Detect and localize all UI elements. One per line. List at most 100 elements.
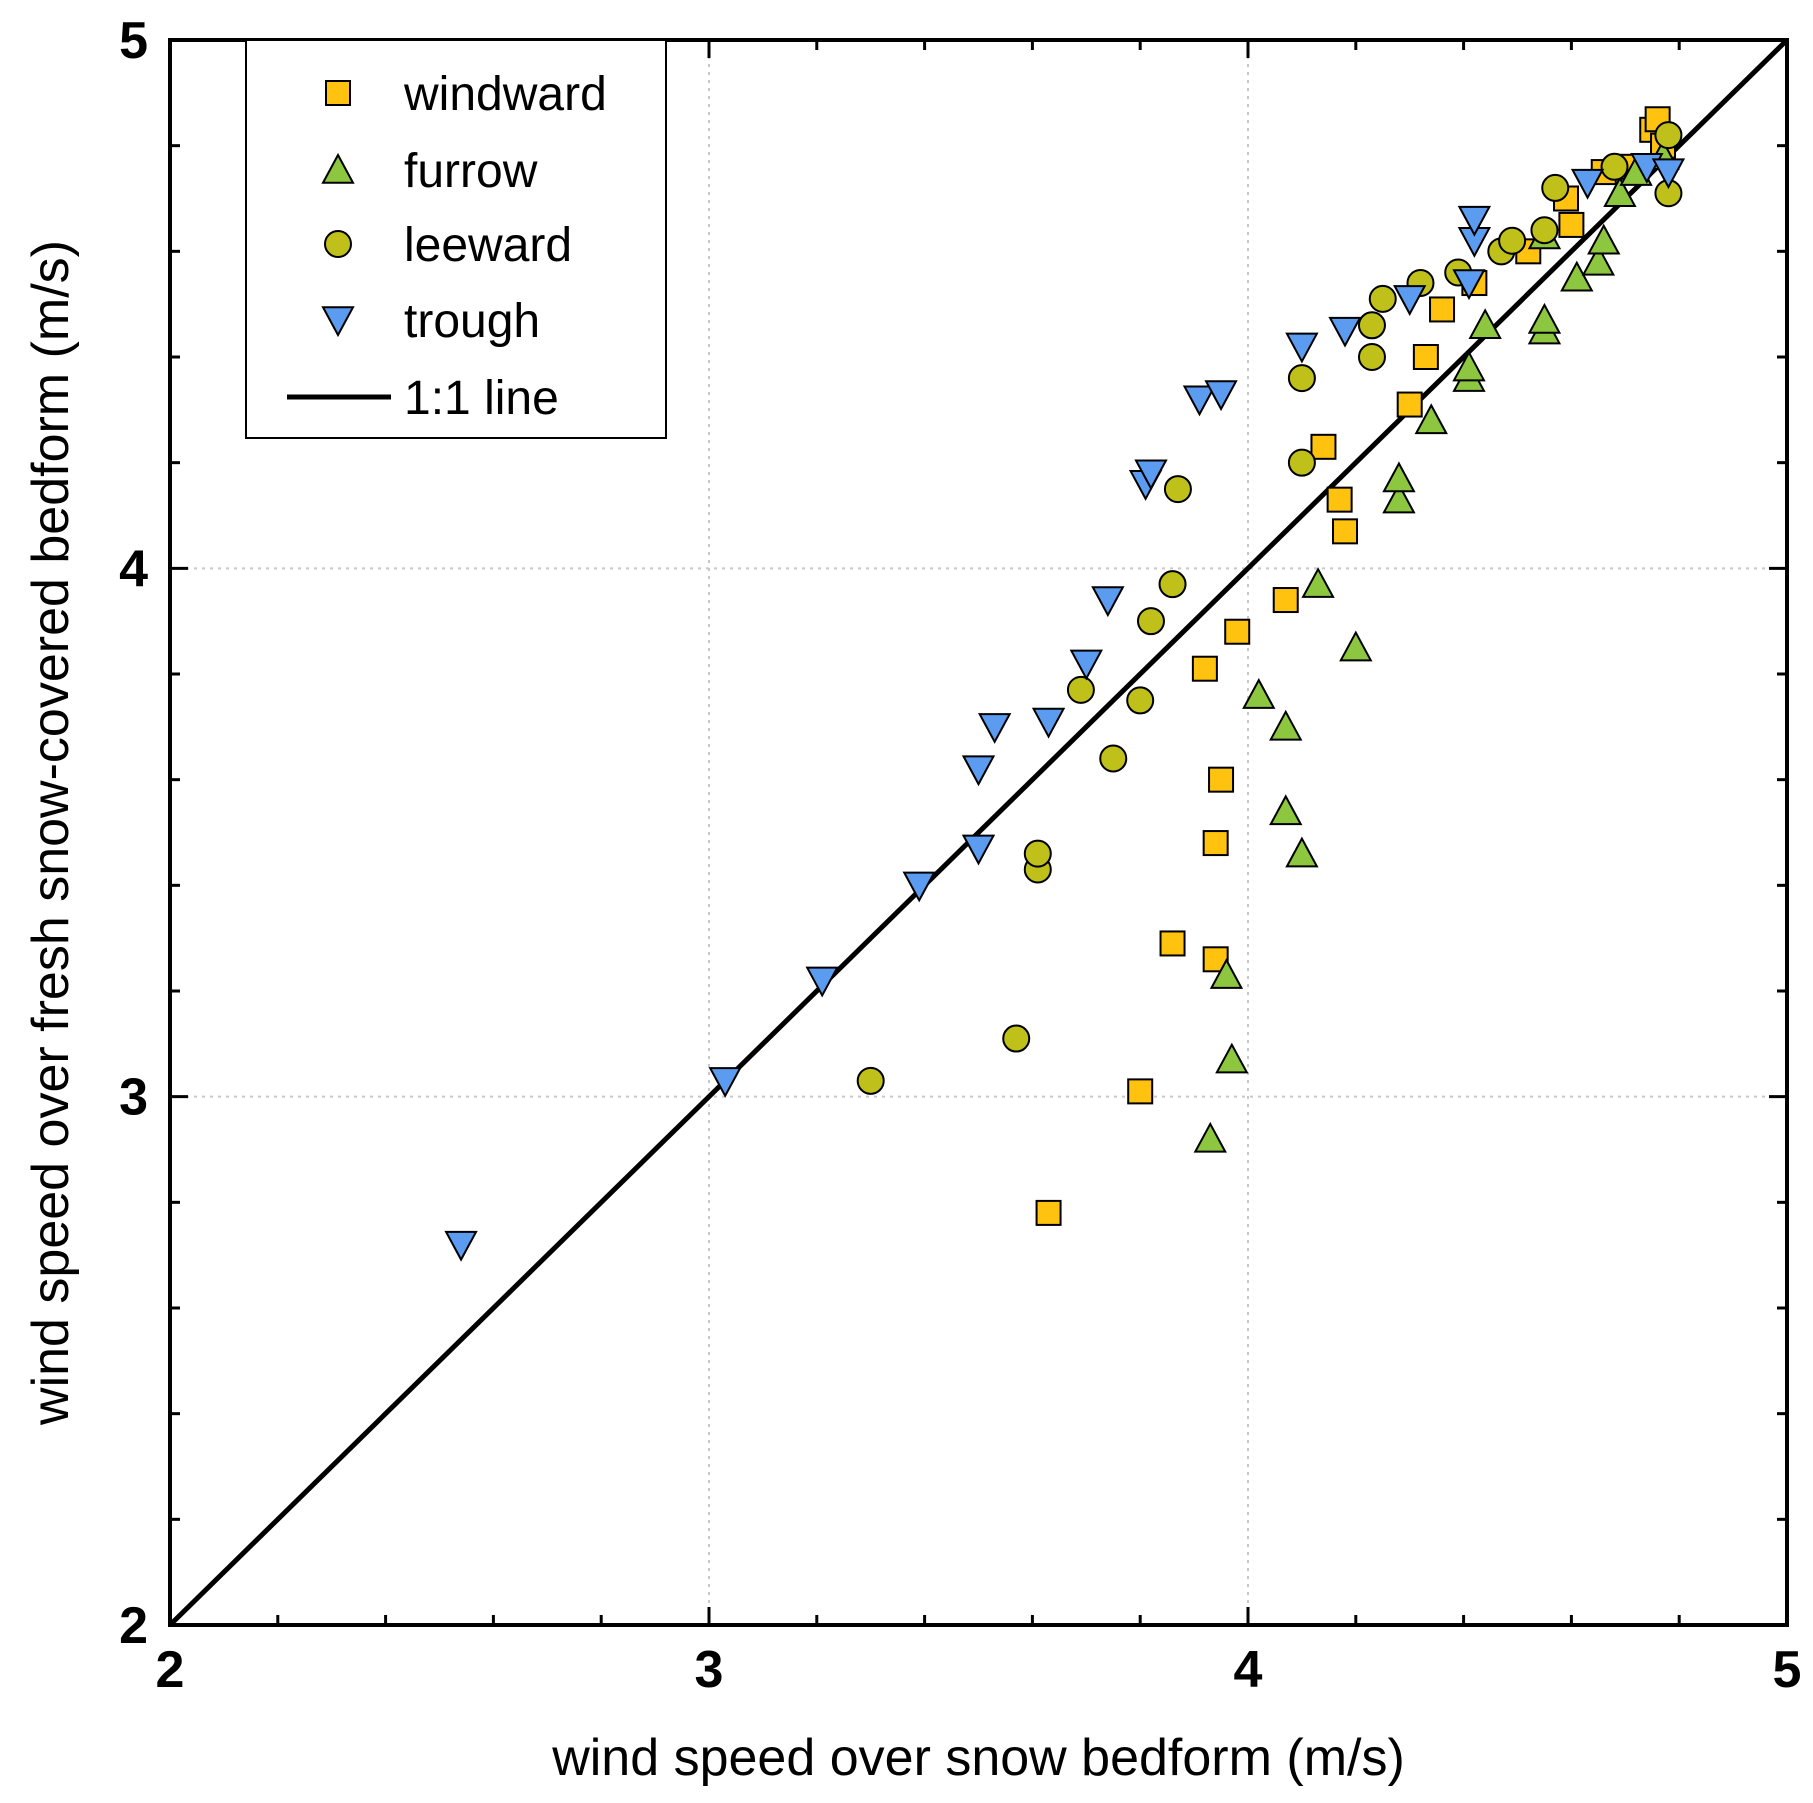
furrow-point (1269, 709, 1303, 741)
windward-point (1332, 518, 1359, 545)
furrow-point (1581, 244, 1616, 276)
one-to-one-line (168, 38, 1789, 1627)
furrow-point (1215, 1042, 1249, 1074)
y-axis-title: wind speed over fresh snow-covered bedfo… (22, 240, 80, 1426)
leeward-point (1158, 570, 1187, 599)
windward-point (1429, 296, 1456, 323)
legend-leeward-label: leeward (404, 219, 572, 272)
leeward-point (1287, 364, 1316, 393)
y-tick-label: 2 (119, 1597, 148, 1655)
legend-box (245, 39, 667, 439)
leeward-point (1023, 839, 1052, 868)
legend-item-windward: windward (325, 68, 607, 121)
trough-point (961, 755, 996, 787)
windward-point (1159, 930, 1186, 957)
furrow-point (1242, 678, 1276, 709)
trough-point (1031, 707, 1066, 739)
furrow-point (1382, 482, 1416, 514)
windward-point (1396, 391, 1423, 418)
leeward-point (1002, 1024, 1031, 1053)
windward-point (1127, 1078, 1154, 1105)
furrow-point (1382, 461, 1416, 493)
furrow-point (1339, 630, 1373, 662)
leeward-point (1530, 216, 1559, 245)
legend-line-label: 1:1 line (404, 372, 559, 425)
furrow-point (1193, 1121, 1227, 1153)
furrow-point (1527, 302, 1562, 334)
legend-item-furrow: furrow (321, 145, 538, 198)
furrow-point (1209, 958, 1244, 989)
trough-point (1134, 459, 1168, 491)
trough-point (1091, 586, 1125, 618)
windward-point (1208, 766, 1235, 793)
trough-point (1457, 205, 1492, 237)
trough-point (902, 871, 936, 903)
leeward-point (1654, 121, 1683, 150)
furrow-point (1603, 176, 1637, 207)
furrow-point (1452, 350, 1486, 382)
windward-point (1191, 655, 1218, 682)
leeward-point (1368, 284, 1397, 313)
tick-labels: 2 3 4 5 2 3 4 5 (119, 12, 1801, 1699)
plot-frame (168, 38, 1789, 1627)
trough-point (1285, 332, 1319, 364)
legend-item-leeward: leeward (324, 219, 572, 272)
leeward-point (1163, 475, 1192, 504)
furrow-point (1587, 223, 1621, 255)
leeward-point (1541, 173, 1570, 202)
legend-item-one-to-one: 1:1 line (287, 372, 559, 425)
trough-point (1328, 316, 1362, 348)
windward-point (1558, 211, 1585, 238)
legend-item-trough: trough (321, 295, 540, 348)
leeward-point (1498, 226, 1527, 255)
data-points (444, 106, 1686, 1262)
furrow-point (1560, 260, 1594, 292)
furrow-point (1414, 403, 1448, 435)
trough-point (805, 966, 839, 998)
leeward-point (1357, 311, 1386, 340)
leeward-point (1126, 686, 1155, 715)
trough-point (1651, 158, 1686, 190)
leeward-point (1099, 744, 1128, 773)
y-tick-label: 3 (119, 1069, 148, 1127)
leeward-point (856, 1066, 885, 1095)
windward-point (1310, 433, 1337, 460)
trough-point (977, 713, 1012, 744)
x-tick-label: 5 (1773, 1641, 1802, 1699)
furrow-point (1301, 567, 1335, 598)
legend-furrow-label: furrow (404, 145, 538, 198)
legend-windward-marker (325, 80, 351, 106)
legend: windward furrow leeward trough 1:1 line (245, 39, 667, 439)
leeward-series (856, 121, 1683, 1095)
trough-point (444, 1230, 478, 1262)
trough-point (708, 1067, 742, 1098)
furrow-point (1285, 836, 1319, 868)
windward-point (1412, 344, 1439, 370)
legend-furrow-marker (321, 152, 355, 184)
legend-trough-label: trough (404, 295, 540, 348)
leeward-point (1136, 607, 1165, 636)
x-tick-label: 3 (695, 1641, 724, 1699)
trough-point (1570, 168, 1605, 200)
trough-point (1452, 269, 1486, 301)
windward-point (1224, 618, 1251, 645)
leeward-point (1357, 343, 1386, 371)
windward-point (1272, 587, 1299, 614)
furrow-point (1269, 794, 1303, 826)
trough-series (444, 153, 1686, 1262)
furrow-point (1468, 308, 1502, 340)
windward-series (1035, 106, 1677, 1226)
trough-point (961, 834, 996, 866)
gridlines (170, 40, 1787, 1625)
leeward-point (1066, 675, 1095, 704)
y-tick-label: 4 (119, 540, 148, 598)
windward-point (1202, 830, 1229, 857)
trough-point (1182, 385, 1217, 417)
furrow-series (1193, 139, 1680, 1153)
legend-trough-marker (321, 306, 355, 338)
x-axis-title: wind speed over snow bedform (m/s) (551, 1729, 1405, 1787)
x-tick-label: 2 (156, 1641, 185, 1699)
legend-windward-label: windward (403, 68, 607, 121)
windward-point (1326, 486, 1353, 513)
